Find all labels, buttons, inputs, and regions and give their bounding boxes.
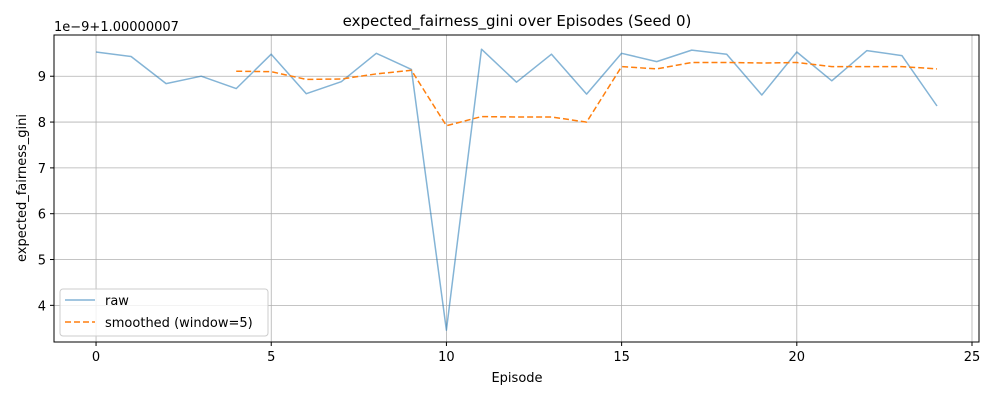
legend-label-smoothed: smoothed (window=5) bbox=[105, 316, 253, 331]
series-line-smoothed bbox=[236, 61, 938, 127]
series-line-raw bbox=[95, 48, 938, 331]
legend: raw smoothed (window=5) bbox=[59, 288, 269, 337]
y-tick-label: 6 bbox=[38, 208, 46, 223]
y-axis-label: expected_fairness_gini bbox=[15, 114, 30, 262]
x-tick-label: 15 bbox=[613, 350, 630, 365]
plot-frame bbox=[53, 34, 980, 343]
x-axis-label: Episode bbox=[491, 371, 542, 386]
x-tick-label: 25 bbox=[964, 350, 981, 365]
x-tick-label: 5 bbox=[267, 350, 275, 365]
chart-title: expected_fairness_gini over Episodes (Se… bbox=[343, 12, 692, 31]
y-tick-label: 7 bbox=[38, 162, 46, 177]
axis-ticks: 0 5 10 15 20 25 4 5 6 7 8 9 bbox=[38, 70, 981, 365]
y-tick-label: 9 bbox=[38, 70, 46, 85]
legend-label-raw: raw bbox=[105, 294, 129, 309]
y-tick-label: 4 bbox=[38, 299, 46, 314]
legend-box bbox=[59, 288, 269, 337]
x-tick-label: 20 bbox=[789, 350, 806, 365]
y-offset-text: 1e−9+1.00000007 bbox=[54, 20, 179, 35]
x-tick-label: 10 bbox=[438, 350, 455, 365]
grid-lines bbox=[54, 35, 979, 342]
y-tick-label: 8 bbox=[38, 116, 46, 131]
series-lines bbox=[95, 48, 938, 331]
x-tick-label: 0 bbox=[92, 350, 100, 365]
y-tick-label: 5 bbox=[38, 254, 46, 269]
